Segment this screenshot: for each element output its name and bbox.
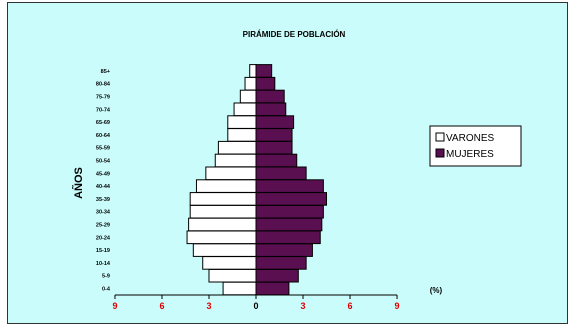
y-tick-label: 20-24	[96, 235, 111, 241]
y-tick-label: 60-64	[96, 133, 111, 139]
bar-mujeres-65-69	[255, 115, 295, 129]
bar-mujeres-55-59	[255, 140, 293, 155]
bar-varones-35-39	[189, 192, 257, 206]
bar-mujeres-45-49	[255, 166, 307, 181]
bar-mujeres-75-79	[255, 89, 285, 104]
bar-varones-5-9	[208, 268, 257, 283]
x-axis: 9 6 3 0 3 6 9	[112, 294, 400, 311]
x-tick-label: 6	[159, 301, 164, 311]
y-tick-label: 45-49	[96, 171, 110, 177]
y-tick-label: 50-54	[96, 159, 111, 165]
y-tick-label: 75-79	[96, 95, 110, 101]
legend-swatch-varones	[435, 132, 445, 142]
bar-mujeres-0-4	[255, 281, 290, 296]
bar-varones-55-59	[217, 140, 257, 155]
y-tick-label: 70-74	[96, 107, 111, 113]
bar-varones-10-14	[202, 256, 257, 270]
y-tick-label: 5-9	[102, 274, 110, 280]
chart-title: PIRÁMIDE DE POBLACIÓN	[243, 30, 346, 39]
y-tick-label: 15-19	[96, 248, 110, 254]
y-tick-label: 40-44	[96, 184, 111, 190]
bar-varones-60-64	[227, 128, 257, 142]
x-tick-label: 0	[253, 301, 258, 311]
bar-mujeres-35-39	[255, 192, 328, 206]
y-tick-label: 85+	[101, 69, 110, 75]
legend: VARONES MUJERES	[429, 125, 522, 167]
bar-varones-70-74	[233, 102, 257, 117]
bar-mujeres-60-64	[255, 128, 293, 142]
population-pyramid-chart: PIRÁMIDE DE POBLACIÓN AÑOS (%) 0-4 5-9 10-…	[72, 30, 522, 311]
bar-mujeres-40-44	[255, 179, 324, 193]
chart-frame: PIRÁMIDE DE POBLACIÓN AÑOS (%) 0-4 5-9 10-…	[7, 2, 568, 324]
legend-box	[429, 125, 522, 167]
bar-varones-50-54	[214, 153, 257, 168]
bar-varones-75-79	[239, 89, 257, 104]
y-tick-label: 30-34	[96, 210, 111, 216]
y-tick-label: 55-59	[96, 146, 110, 152]
y-tick-label: 10-14	[96, 261, 111, 267]
bar-varones-80-84	[244, 76, 257, 91]
legend-swatch-mujeres	[435, 148, 445, 158]
x-axis-label: (%)	[430, 286, 443, 295]
y-tick-label: 0-4	[102, 287, 111, 293]
bar-varones-45-49	[205, 166, 257, 181]
bar-mujeres-50-54	[255, 153, 298, 168]
bar-varones-40-44	[195, 179, 257, 193]
bar-varones-65-69	[227, 115, 257, 129]
y-tick-label: 65-69	[96, 120, 110, 126]
y-axis-label: AÑOS	[72, 167, 85, 199]
bar-mujeres-5-9	[255, 268, 299, 283]
bar-mujeres-80-84	[255, 76, 276, 91]
bar-varones-85+	[249, 64, 257, 78]
bar-varones-0-4	[222, 281, 257, 296]
x-tick-label: 3	[206, 301, 211, 311]
x-tick-label: 9	[112, 301, 117, 311]
legend-label-varones: VARONES	[446, 133, 494, 144]
bar-varones-15-19	[192, 243, 257, 257]
y-tick-label: 25-29	[96, 223, 110, 229]
bar-mujeres-10-14	[255, 256, 307, 270]
legend-label-mujeres: MUJERES	[446, 149, 494, 160]
bar-mujeres-20-24	[255, 230, 321, 245]
bar-varones-25-29	[188, 217, 257, 232]
bar-varones-20-24	[186, 230, 257, 245]
bar-mujeres-15-19	[255, 243, 313, 257]
x-tick-label: 6	[348, 301, 353, 311]
bar-mujeres-25-29	[255, 217, 323, 232]
bar-mujeres-70-74	[255, 102, 287, 117]
bar-mujeres-85+	[255, 64, 273, 78]
x-tick-label: 9	[395, 301, 400, 311]
bar-varones-30-34	[189, 204, 257, 219]
y-tick-label: 80-84	[96, 82, 111, 88]
x-tick-label: 3	[301, 301, 306, 311]
y-tick-label: 35-39	[96, 197, 110, 203]
bars-group	[186, 64, 328, 296]
y-tick-labels: 0-4 5-9 10-14 15-19 20-24 25-29 30-34 35-39 40-4…	[96, 69, 111, 293]
bar-mujeres-30-34	[255, 204, 324, 219]
